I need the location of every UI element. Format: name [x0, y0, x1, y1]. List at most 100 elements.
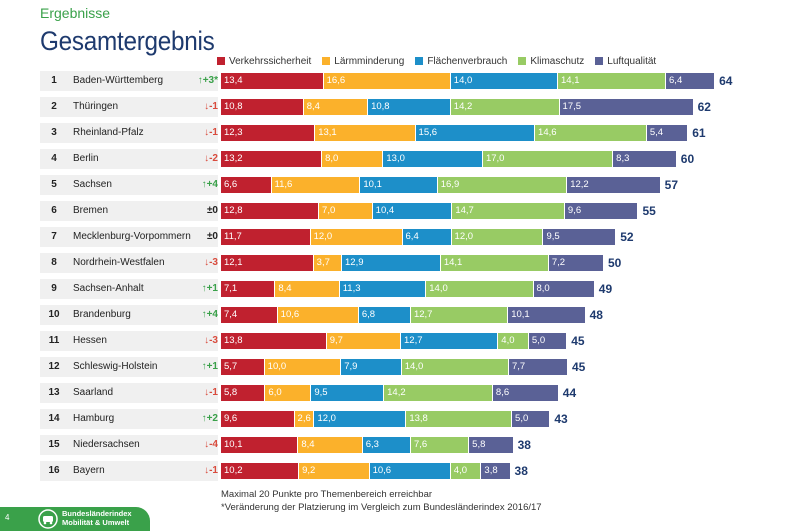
- stacked-bar: 10,2 9,2 10,6 4,0 3,8: [221, 463, 511, 479]
- bar-segment: 13,1: [315, 125, 416, 141]
- row-label-box: [40, 123, 218, 143]
- legend-swatch: [595, 57, 604, 65]
- rank-change: ↓-3: [204, 257, 218, 268]
- bar-segment: 5,7: [221, 359, 265, 375]
- logo-icon: [38, 509, 58, 529]
- legend-swatch: [415, 57, 424, 65]
- legend-item: Lärmminderung: [322, 56, 404, 67]
- row-label-box: [40, 357, 218, 377]
- footer-bar: [0, 507, 150, 531]
- rank-number: 10: [48, 309, 60, 320]
- bar-segment: 17,5: [559, 99, 694, 115]
- rank-change: ↓-2: [204, 153, 218, 164]
- rank-number: 14: [48, 413, 60, 424]
- rank-number: 4: [51, 153, 57, 164]
- table-row: 7 Mecklenburg-Vorpommern ±0 11,7 12,0 6,4 12,0…: [0, 227, 799, 247]
- table-row: 8 Nordrhein-Westfalen ↓-3 12,1 3,7 12,9 14,1 7,…: [0, 253, 799, 273]
- legend-label: Lärmminderung: [334, 55, 405, 67]
- bar-segment: 10,2: [221, 463, 300, 479]
- rank-change: ↓-1: [204, 387, 218, 398]
- row-label-box: [40, 253, 218, 273]
- bar-segment: 10,1: [221, 437, 299, 453]
- bar-segment: 3,7: [313, 255, 342, 271]
- bar-segment: 10,1: [360, 177, 438, 193]
- rank-number: 15: [48, 439, 60, 450]
- rank-change: ↑+3*: [197, 75, 218, 86]
- stacked-bar: 12,8 7,0 10,4 14,7 9,6: [221, 203, 639, 219]
- table-row: 4 Berlin ↓-2 13,2 8,0 13,0 17,0 8,3 60: [0, 149, 799, 169]
- stacked-bar: 7,1 8,4 11,3 14,0 8,0: [221, 281, 595, 297]
- bar-segment: 13,4: [221, 73, 324, 89]
- legend-item: Verkehrssicherheit: [217, 56, 311, 67]
- legend-item: Luftqualität: [595, 56, 656, 67]
- bar-segment: 8,0: [533, 281, 595, 297]
- total-score: 45: [571, 360, 586, 374]
- bar-segment: 14,1: [440, 255, 549, 271]
- table-row: 12 Schleswig-Holstein ↑+1 5,7 10,0 7,9 14,0 7,7…: [0, 357, 799, 377]
- bar-segment: 5,8: [469, 437, 514, 453]
- bar-segment: 5,0: [512, 411, 551, 427]
- row-label-box: [40, 149, 218, 169]
- bar-segment: 14,6: [535, 125, 647, 141]
- state-name: Berlin: [73, 153, 99, 164]
- rank-number: 5: [51, 179, 57, 190]
- total-score: 60: [680, 152, 695, 166]
- bar-segment: 12,0: [314, 411, 407, 427]
- state-name: Schleswig-Holstein: [73, 361, 158, 372]
- page-title: Gesamtergebnis: [40, 26, 215, 56]
- bar-segment: 6,0: [265, 385, 312, 401]
- bar-segment: 14,0: [450, 73, 559, 89]
- bar-segment: 4,0: [498, 333, 529, 349]
- stacked-bar: 13,4 16,6 14,0 14,1 6,4: [221, 73, 716, 89]
- bar-segment: 8,3: [613, 151, 677, 167]
- total-score: 43: [554, 412, 568, 426]
- bar-segment: 16,9: [437, 177, 568, 193]
- bar-segment: 6,3: [362, 437, 411, 453]
- row-label-box: [40, 409, 218, 429]
- bar-segment: 4,0: [450, 463, 482, 479]
- logo-text-line2: Mobilität & Umwelt: [62, 518, 130, 527]
- rank-number: 6: [51, 205, 57, 216]
- bar-segment: 12,7: [401, 333, 499, 349]
- stacked-bar: 5,7 10,0 7,9 14,0 7,7: [221, 359, 568, 375]
- rank-number: 12: [48, 361, 60, 372]
- state-name: Mecklenburg-Vorpommern: [73, 231, 191, 242]
- bar-segment: 8,4: [303, 99, 369, 115]
- row-label-box: [40, 461, 218, 481]
- bar-segment: 9,2: [299, 463, 370, 479]
- state-name: Niedersachsen: [73, 439, 140, 450]
- bar-segment: 9,6: [221, 411, 295, 427]
- bar-segment: 6,8: [358, 307, 411, 323]
- rank-number: 2: [51, 101, 57, 112]
- bar-segment: 10,6: [277, 307, 359, 323]
- state-name: Rheinland-Pfalz: [73, 127, 144, 138]
- state-name: Bremen: [73, 205, 109, 216]
- bar-segment: 14,0: [401, 359, 509, 375]
- legend-swatch: [217, 57, 225, 65]
- rank-change: ↑+4: [201, 309, 218, 320]
- bar-segment: 12,8: [221, 203, 320, 219]
- bar-segment: 14,2: [384, 385, 493, 401]
- rank-change: ↓-3: [204, 335, 218, 346]
- legend-swatch: [322, 57, 331, 65]
- bar-segment: 11,6: [271, 177, 361, 193]
- bar-segment: 5,0: [528, 333, 568, 349]
- row-label-box: [40, 175, 218, 195]
- bar-segment: 10,6: [369, 463, 451, 479]
- chart-legend: Verkehrssicherheit Lärmminderung Flächenve…: [217, 55, 667, 67]
- state-name: Hamburg: [73, 413, 115, 424]
- state-name: Sachsen: [73, 179, 112, 190]
- rank-number: 1: [51, 75, 57, 86]
- rank-change: ±0: [206, 205, 218, 216]
- bar-segment: 6,6: [221, 177, 272, 193]
- table-row: 6 Bremen ±0 12,8 7,0 10,4 14,7 9,6 55: [0, 201, 799, 221]
- row-label-box: [40, 383, 218, 403]
- bar-segment: 13,2: [221, 151, 323, 167]
- state-name: Nordrhein-Westfalen: [73, 257, 165, 268]
- row-label-box: [40, 331, 218, 351]
- state-name: Bayern: [73, 465, 105, 476]
- footnote-max-points: Maximal 20 Punkte pro Themenbereich erre…: [221, 489, 433, 500]
- stacked-bar: 13,2 8,0 13,0 17,0 8,3: [221, 151, 677, 167]
- stacked-bar: 11,7 12,0 6,4 12,0 9,5: [221, 229, 617, 245]
- bar-segment: 7,6: [410, 437, 470, 453]
